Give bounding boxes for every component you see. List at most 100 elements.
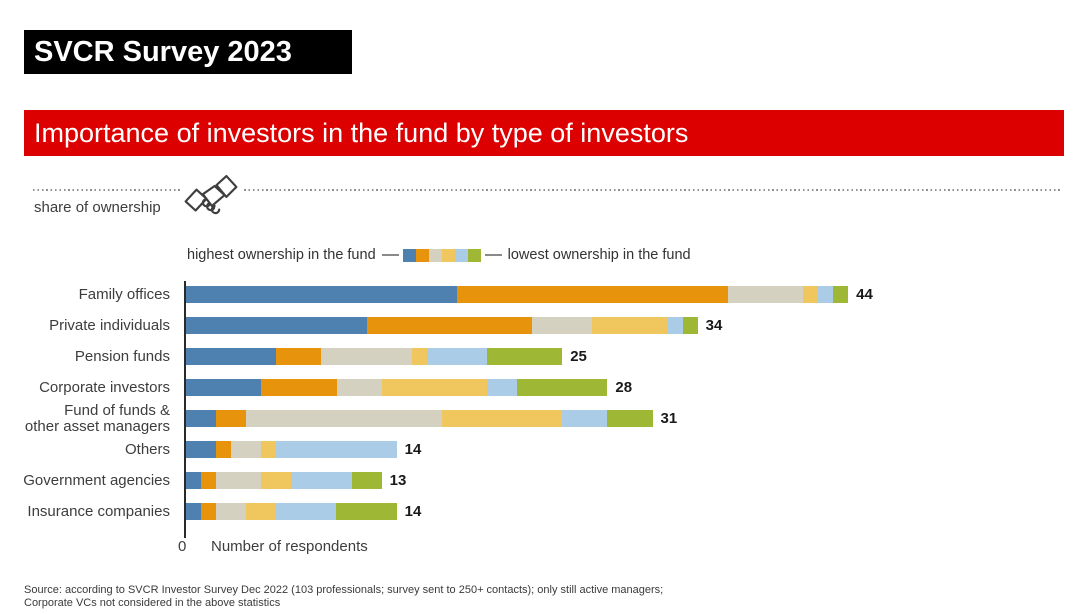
- legend-swatch: [467, 248, 481, 262]
- legend-swatch: [402, 248, 416, 262]
- bar-segment: [486, 348, 563, 365]
- bar-segment: [216, 441, 232, 458]
- bar-segment: [186, 348, 277, 365]
- bar-segment: [231, 441, 262, 458]
- category-label: Government agencies: [23, 471, 170, 489]
- stacked-bar: [186, 410, 653, 427]
- bar-segment: [291, 472, 352, 489]
- bar-segment: [336, 379, 382, 396]
- value-label: 31: [660, 410, 678, 427]
- bar-segment: [426, 348, 487, 365]
- bar-segment: [261, 379, 337, 396]
- bar-segment: [201, 503, 217, 520]
- category-label: Corporate investors: [39, 378, 170, 396]
- legend-dash-right: [484, 254, 502, 256]
- bar-segment: [186, 379, 262, 396]
- share-of-ownership-label: share of ownership: [34, 199, 161, 216]
- bar-segment: [562, 410, 608, 427]
- bar-row: Corporate investors 28: [0, 372, 1088, 403]
- value-label: 14: [404, 441, 422, 458]
- bar-segment: [607, 410, 653, 427]
- value-label: 34: [705, 317, 723, 334]
- handshake-icon: [180, 170, 242, 222]
- bar-row: Private individuals 34: [0, 310, 1088, 341]
- chart-legend: highest ownership in the fund lowest own…: [185, 247, 693, 263]
- source-line-1: Source: according to SVCR Investor Surve…: [24, 584, 664, 596]
- bar-segment: [216, 472, 262, 489]
- bar-segment: [216, 503, 247, 520]
- legend-swatch: [454, 248, 468, 262]
- stacked-bar: [186, 441, 397, 458]
- bar-row: Insurance companies 14: [0, 496, 1088, 527]
- legend-dash-left: [381, 254, 399, 256]
- bar-segment: [276, 503, 337, 520]
- bar-segment: [351, 472, 382, 489]
- bar-row: Fund of funds & other asset managers 31: [0, 401, 1088, 435]
- bar-segment: [261, 441, 277, 458]
- bar-segment: [246, 503, 277, 520]
- stacked-bar: [186, 379, 608, 396]
- legend-swatch: [441, 248, 455, 262]
- bar-segment: [803, 286, 819, 303]
- bar-segment: [818, 286, 834, 303]
- legend-swatches: [402, 248, 481, 262]
- slide-title: SVCR Survey 2023: [34, 36, 292, 68]
- bar-segment: [186, 441, 217, 458]
- bar-segment: [682, 317, 698, 334]
- stacked-bar: [186, 472, 382, 489]
- bar-segment: [456, 286, 728, 303]
- bar-segment: [532, 317, 593, 334]
- bar-row: Family offices 44: [0, 279, 1088, 310]
- bar-segment: [441, 410, 563, 427]
- stacked-bar: [186, 348, 563, 365]
- stacked-bar: [186, 503, 397, 520]
- y-axis-line: [184, 281, 186, 538]
- stacked-bar: [186, 317, 698, 334]
- legend-swatch: [415, 248, 429, 262]
- dotted-divider: [33, 189, 1060, 191]
- category-label: Others: [124, 440, 170, 458]
- bar-segment: [517, 379, 608, 396]
- bar-segment: [261, 472, 292, 489]
- page-title-banner: Importance of investors in the fund by t…: [24, 110, 1064, 156]
- value-label: 28: [615, 379, 633, 396]
- bar-row: Others 14: [0, 434, 1088, 465]
- bar-segment: [186, 286, 457, 303]
- legend-lowest-label: lowest ownership in the fund: [507, 247, 691, 263]
- bar-segment: [216, 410, 247, 427]
- category-label: Family offices: [78, 285, 170, 303]
- bar-segment: [336, 503, 397, 520]
- stacked-bar: [186, 286, 849, 303]
- bar-segment: [276, 441, 397, 458]
- value-label: 25: [570, 348, 587, 365]
- bar-segment: [186, 503, 202, 520]
- value-label: 14: [404, 503, 422, 520]
- category-label: Fund of funds & other asset managers: [24, 401, 170, 435]
- page-title: Importance of investors in the fund by t…: [34, 118, 689, 148]
- value-label: 44: [856, 286, 873, 303]
- bar-segment: [186, 472, 202, 489]
- bar-segment: [321, 348, 412, 365]
- bar-rows: Family offices 44 Private individuals 34 Pen…: [0, 279, 1088, 527]
- bar-segment: [486, 379, 518, 396]
- category-label: Insurance companies: [27, 502, 170, 520]
- bar-segment: [201, 472, 217, 489]
- category-label: Private individuals: [49, 316, 170, 334]
- bar-segment: [246, 410, 442, 427]
- bar-segment: [381, 379, 487, 396]
- x-axis-zero-tick: 0: [178, 538, 187, 555]
- bar-row: Pension funds 25: [0, 341, 1088, 372]
- slide-title-banner: SVCR Survey 2023: [24, 30, 352, 74]
- value-label: 13: [389, 472, 407, 489]
- x-axis-title: Number of respondents: [211, 538, 368, 555]
- bar-segment: [833, 286, 849, 303]
- bar-segment: [727, 286, 804, 303]
- bar-segment: [592, 317, 668, 334]
- category-label: Pension funds: [74, 347, 170, 365]
- bar-segment: [276, 348, 322, 365]
- legend-swatch: [428, 248, 442, 262]
- bar-segment: [186, 317, 367, 334]
- bar-segment: [411, 348, 427, 365]
- source-footnote: Source: according to SVCR Investor Surve…: [24, 584, 663, 610]
